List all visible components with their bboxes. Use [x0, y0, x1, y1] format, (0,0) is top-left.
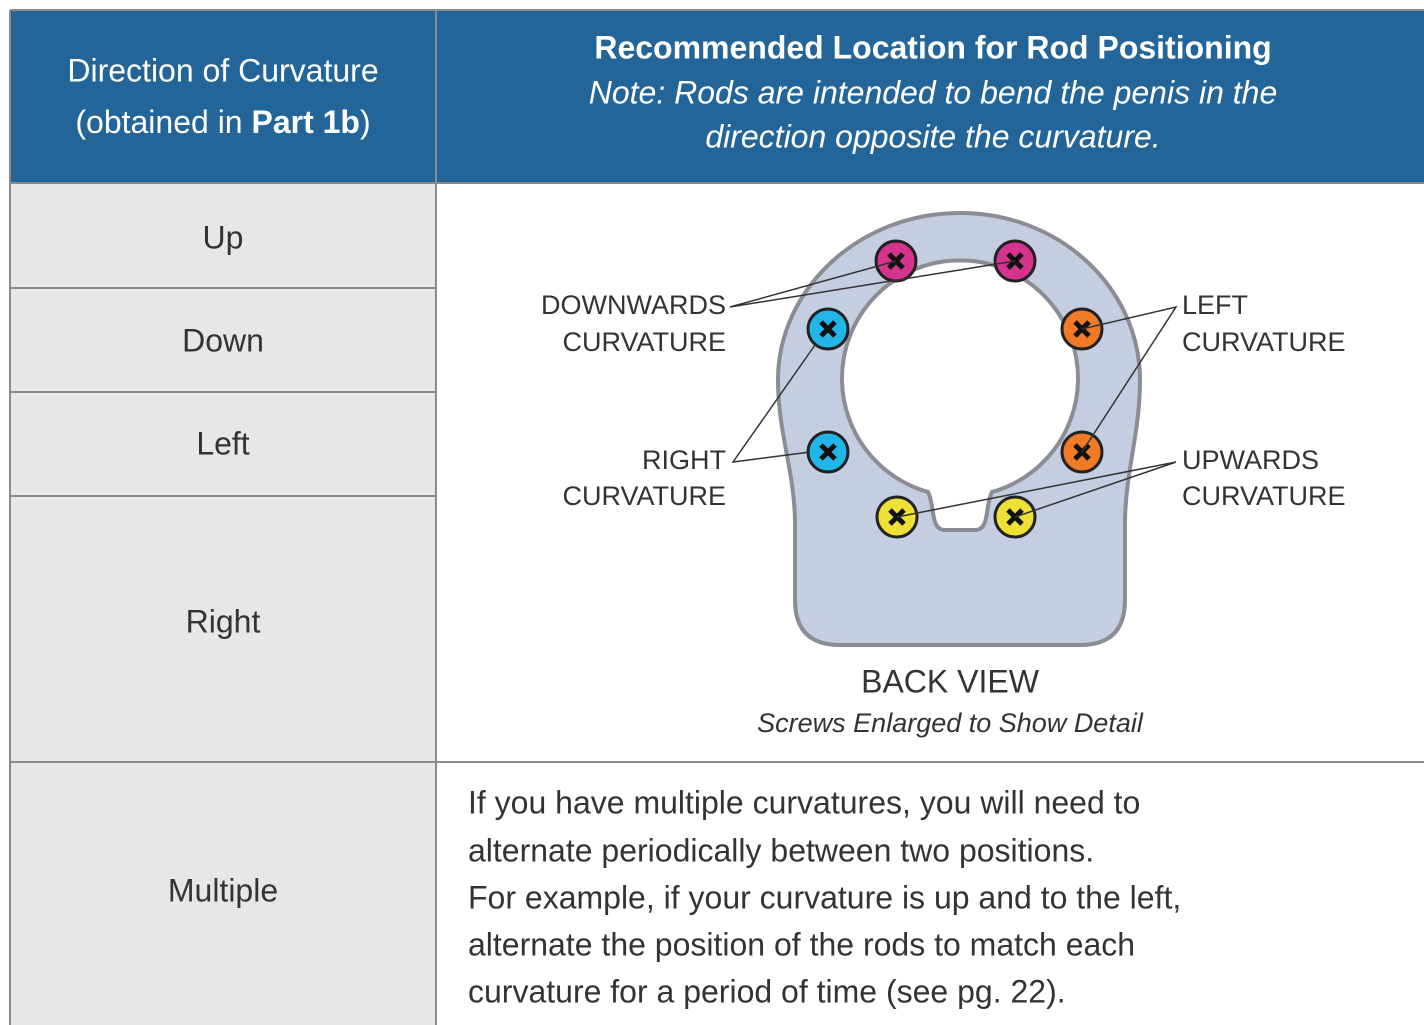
leader-line: [896, 461, 1177, 518]
header-note: direction opposite the curvature.: [705, 118, 1160, 154]
label: RIGHT: [642, 445, 726, 475]
diagram: DOWNWARDS CURVATURE LEFT CURVATURE RIGHT…: [541, 210, 1346, 738]
screw: [819, 443, 837, 461]
header-title: Recommended Location for Rod Positioning: [594, 29, 1271, 65]
row-label: Multiple: [168, 872, 278, 908]
label: CURVATURE: [1182, 327, 1346, 357]
row-label: Up: [203, 219, 244, 255]
body-text: For example, if your curvature is up and…: [468, 879, 1181, 915]
header-text: (obtained in Part 1b): [75, 104, 370, 140]
body-text: alternate the position of the rods to ma…: [468, 926, 1135, 962]
leader-line: [731, 344, 816, 463]
label: CURVATURE: [562, 481, 726, 511]
row-label: Left: [196, 425, 249, 461]
row-label: Right: [186, 603, 261, 639]
header-text: (obtained in: [75, 104, 251, 140]
subcaption: Screws Enlarged to Show Detail: [757, 708, 1144, 738]
body-text: curvature for a period of time (see pg. …: [468, 973, 1066, 1009]
label: DOWNWARDS: [541, 290, 726, 320]
row-label: Down: [182, 322, 264, 358]
leader-line: [729, 260, 1016, 308]
label: LEFT: [1182, 290, 1248, 320]
header-note: Note: Rods are intended to bend the peni…: [589, 74, 1277, 110]
header-text: ): [360, 104, 371, 140]
plate-hole: [840, 258, 1080, 532]
header-text: Direction of Curvature: [67, 52, 378, 88]
label: CURVATURE: [1182, 481, 1346, 511]
header-bg: [10, 10, 1424, 183]
left-column-bg: [10, 183, 436, 1025]
label: CURVATURE: [562, 327, 726, 357]
header-text-bold: Part 1b: [251, 104, 359, 140]
body-text: If you have multiple curvatures, you wil…: [468, 784, 1140, 820]
body-text: alternate periodically between two posit…: [468, 832, 1094, 868]
label: UPWARDS: [1182, 445, 1319, 475]
caption: BACK VIEW: [861, 663, 1040, 699]
screw: [819, 320, 837, 338]
leader-line: [1081, 305, 1178, 453]
